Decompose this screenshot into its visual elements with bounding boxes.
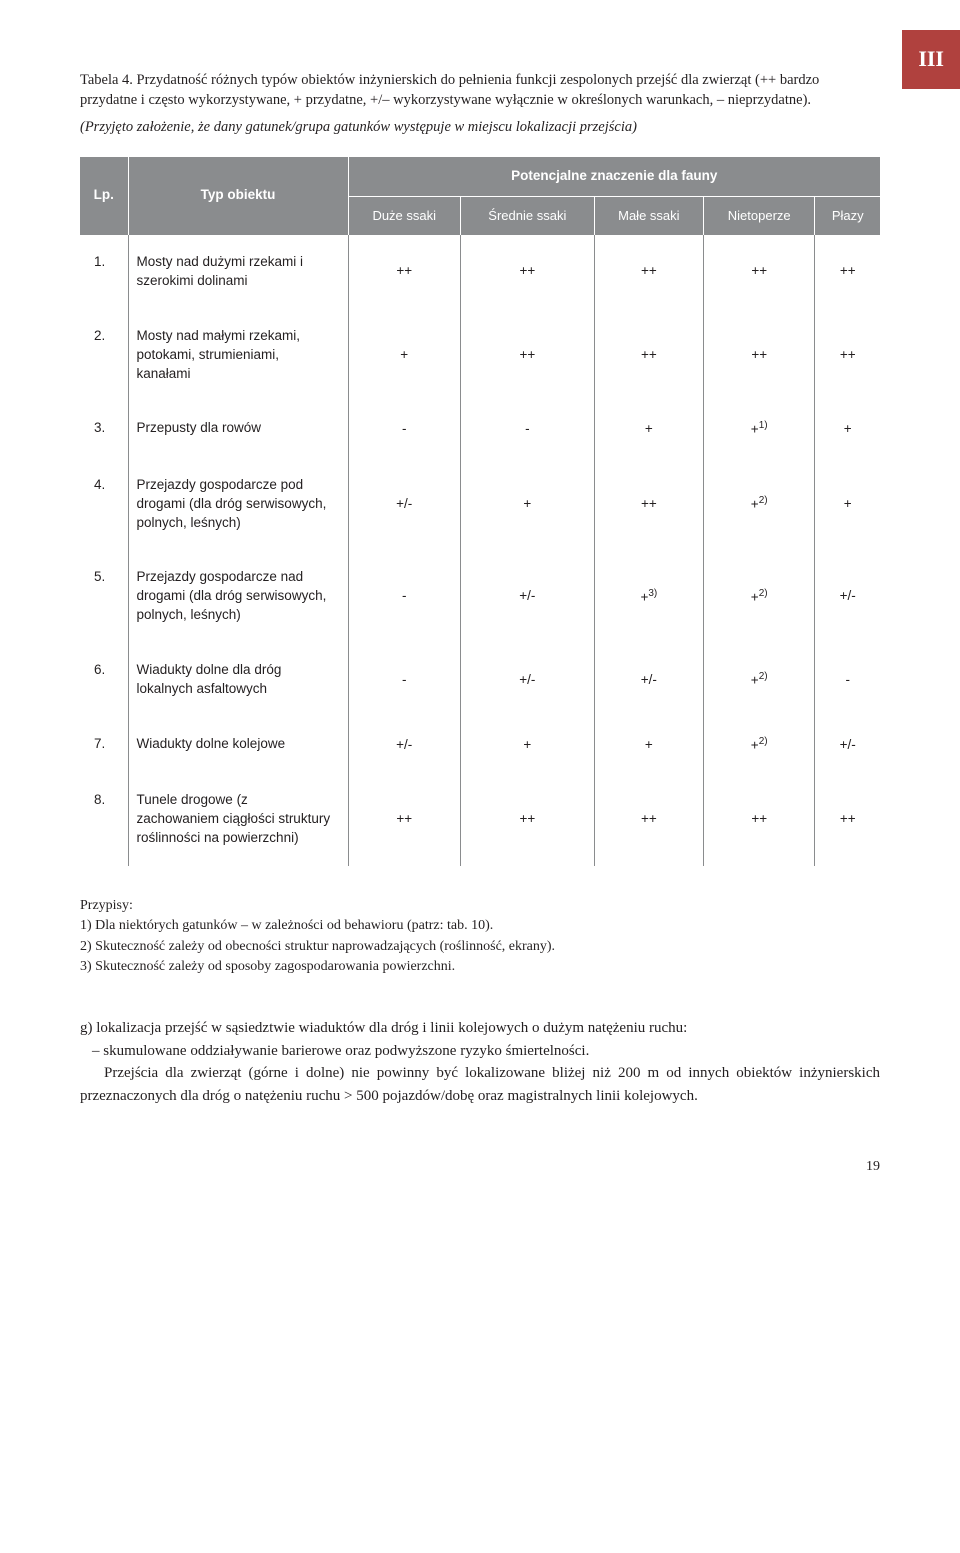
row-desc: Przejazdy gospodarcze pod drogami (dla d…	[128, 458, 348, 551]
row-value: +/-	[815, 550, 880, 643]
footnotes: Przypisy: 1) Dla niektórych gatunków – w…	[80, 896, 880, 977]
row-value: +	[815, 458, 880, 551]
row-value: ++	[348, 773, 460, 866]
row-num: 1.	[80, 235, 128, 309]
footnotes-title: Przypisy:	[80, 896, 880, 916]
row-value: -	[348, 401, 460, 457]
row-value: ++	[703, 773, 814, 866]
footnote: 3) Skuteczność zależy od sposoby zagospo…	[80, 957, 880, 977]
table-row: 2.Mosty nad małymi rzekami, potokami, st…	[80, 309, 880, 402]
suitability-table: Lp. Typ obiektu Potencjalne znaczenie dl…	[80, 157, 880, 866]
row-value: +/-	[815, 717, 880, 773]
col-lp: Lp.	[80, 157, 128, 235]
row-num: 5.	[80, 550, 128, 643]
row-value: ++	[460, 235, 594, 309]
footnote: 1) Dla niektórych gatunków – w zależnośc…	[80, 916, 880, 936]
paragraph: – skumulowane oddziaływanie barierowe or…	[80, 1040, 880, 1063]
table-row: 7.Wiadukty dolne kolejowe+/-+++2)+/-	[80, 717, 880, 773]
row-value: +2)	[703, 458, 814, 551]
row-value: ++	[348, 235, 460, 309]
row-desc: Wiadukty dolne kolejowe	[128, 717, 348, 773]
row-value: +	[348, 309, 460, 402]
row-value: +/-	[348, 717, 460, 773]
row-value: ++	[594, 773, 703, 866]
col-sub: Płazy	[815, 196, 880, 235]
row-num: 2.	[80, 309, 128, 402]
row-value: ++	[460, 309, 594, 402]
table-row: 6.Wiadukty dolne dla dróg lokalnych asfa…	[80, 643, 880, 717]
paragraph: g) lokalizacja przejść w sąsiedztwie wia…	[80, 1017, 880, 1040]
page-number: 19	[80, 1157, 880, 1177]
table-row: 3.Przepusty dla rowów--++1)+	[80, 401, 880, 457]
row-value: +/-	[460, 550, 594, 643]
row-value: ++	[594, 458, 703, 551]
col-sub: Duże ssaki	[348, 196, 460, 235]
table-row: 1.Mosty nad dużymi rzekami i szerokimi d…	[80, 235, 880, 309]
row-desc: Przejazdy gospodarcze nad drogami (dla d…	[128, 550, 348, 643]
table-caption: Tabela 4. Przydatność różnych typów obie…	[80, 70, 880, 111]
body-text: g) lokalizacja przejść w sąsiedztwie wia…	[80, 1017, 880, 1107]
col-sub: Nietoperze	[703, 196, 814, 235]
row-value: ++	[815, 235, 880, 309]
row-value: +/-	[594, 643, 703, 717]
row-value: ++	[815, 773, 880, 866]
row-value: +1)	[703, 401, 814, 457]
row-value: +	[460, 458, 594, 551]
paragraph: Przejścia dla zwierząt (górne i dolne) n…	[80, 1062, 880, 1107]
row-value: -	[815, 643, 880, 717]
table-caption-note: (Przyjęto założenie, że dany gatunek/gru…	[80, 117, 880, 137]
row-num: 3.	[80, 401, 128, 457]
row-value: +2)	[703, 643, 814, 717]
row-value: ++	[594, 235, 703, 309]
row-value: +	[594, 401, 703, 457]
table-row: 5.Przejazdy gospodarcze nad drogami (dla…	[80, 550, 880, 643]
row-num: 8.	[80, 773, 128, 866]
row-value: +2)	[703, 717, 814, 773]
row-value: +/-	[348, 458, 460, 551]
row-value: ++	[815, 309, 880, 402]
table-row: 4.Przejazdy gospodarcze pod drogami (dla…	[80, 458, 880, 551]
row-desc: Wiadukty dolne dla dróg lokalnych asfalt…	[128, 643, 348, 717]
row-desc: Przepusty dla rowów	[128, 401, 348, 457]
row-num: 6.	[80, 643, 128, 717]
col-type: Typ obiektu	[128, 157, 348, 235]
row-value: +	[594, 717, 703, 773]
row-value: ++	[703, 309, 814, 402]
footnote: 2) Skuteczność zależy od obecności struk…	[80, 937, 880, 957]
row-value: -	[460, 401, 594, 457]
row-value: +	[815, 401, 880, 457]
row-value: +3)	[594, 550, 703, 643]
row-value: +	[460, 717, 594, 773]
row-num: 7.	[80, 717, 128, 773]
row-desc: Mosty nad dużymi rzekami i szerokimi dol…	[128, 235, 348, 309]
row-desc: Mosty nad małymi rzekami, potokami, stru…	[128, 309, 348, 402]
row-value: ++	[594, 309, 703, 402]
row-value: ++	[703, 235, 814, 309]
col-sub: Średnie ssaki	[460, 196, 594, 235]
row-value: ++	[460, 773, 594, 866]
row-desc: Tunele drogowe (z zachowaniem ciągłości …	[128, 773, 348, 866]
row-value: -	[348, 643, 460, 717]
col-sub: Małe ssaki	[594, 196, 703, 235]
row-num: 4.	[80, 458, 128, 551]
row-value: +2)	[703, 550, 814, 643]
col-group: Potencjalne znaczenie dla fauny	[348, 157, 880, 196]
row-value: +/-	[460, 643, 594, 717]
section-badge: III	[902, 30, 960, 89]
table-row: 8.Tunele drogowe (z zachowaniem ciągłośc…	[80, 773, 880, 866]
row-value: -	[348, 550, 460, 643]
